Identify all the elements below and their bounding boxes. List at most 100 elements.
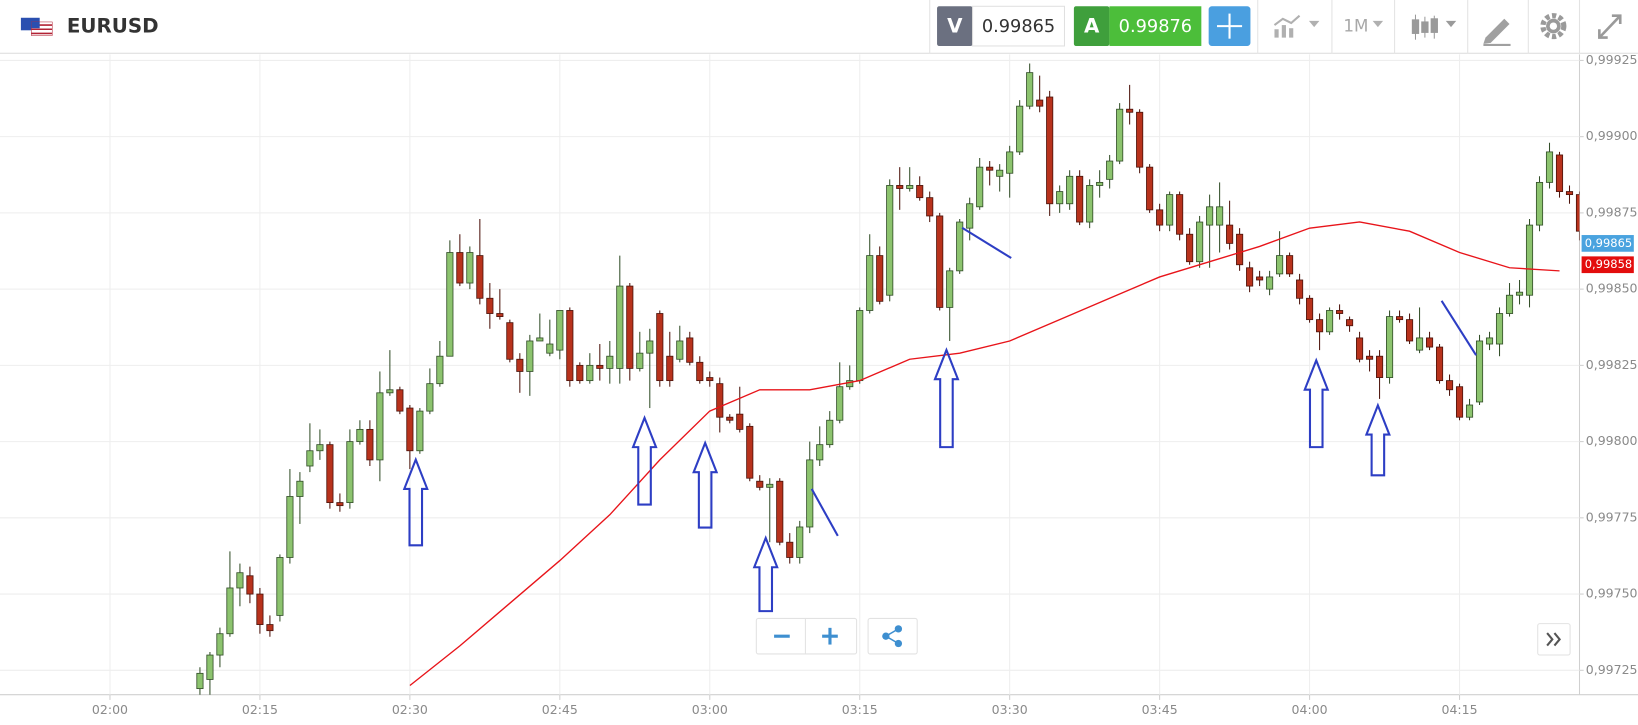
candle-body (1046, 96, 1054, 205)
candle-body (206, 654, 214, 680)
candle-body (736, 413, 744, 430)
candle-body (1156, 209, 1164, 226)
candle-body (1036, 99, 1044, 107)
candle-body (1336, 310, 1344, 314)
candle-body (916, 185, 924, 199)
x-tick-label: 03:30 (992, 702, 1028, 717)
share-button[interactable] (867, 617, 918, 655)
candle-body (246, 575, 254, 595)
candle-body (886, 185, 894, 296)
candle-body (1306, 297, 1314, 321)
candle-body (676, 340, 684, 360)
candle-body (236, 572, 244, 589)
trend-line-drawing (961, 226, 1012, 259)
candle-body (1206, 206, 1214, 226)
candle-body (1166, 194, 1174, 226)
candle-body (1415, 337, 1424, 351)
candle-body (1485, 337, 1494, 345)
buy-button[interactable]: A 0.99876 (1073, 6, 1202, 46)
arrow-drawing (933, 347, 960, 449)
candle-body (996, 169, 1004, 177)
candle-body (1136, 111, 1144, 168)
price-tag-label: 0,99858 (1585, 257, 1633, 271)
y-tick-label: 0,99800 (1586, 433, 1638, 448)
timeframe: 1M (1343, 16, 1368, 36)
timeframe-button[interactable]: 1M (1343, 16, 1384, 36)
candle-body (476, 255, 484, 299)
candle-body (726, 416, 734, 421)
candle-body (1186, 233, 1194, 263)
x-tick-label: 02:30 (392, 702, 428, 717)
candle-body (636, 352, 644, 369)
candle-body (496, 313, 504, 317)
candle-body (946, 270, 954, 308)
sell-label-box (937, 6, 973, 46)
zoom-in-button[interactable] (822, 627, 838, 645)
candle-body (266, 624, 274, 632)
candle-body (316, 444, 324, 452)
candle-body (376, 392, 384, 461)
candle-body (1176, 194, 1184, 235)
candle-body (1276, 255, 1284, 275)
candle-body (746, 425, 754, 479)
candle-body (356, 428, 364, 443)
candle-body (936, 215, 944, 308)
zoom-box (755, 617, 858, 655)
sell-button[interactable]: V 0.99865 (937, 5, 1066, 47)
candle-body (1126, 108, 1134, 113)
chart-type-button[interactable] (1411, 14, 1457, 40)
candle-body (1465, 404, 1474, 418)
y-tick-label: 0,99850 (1586, 281, 1638, 296)
candle-body (596, 364, 604, 369)
price-tag (1581, 235, 1634, 252)
y-tick-label: 0,99900 (1586, 128, 1638, 143)
arrow-drawing (692, 440, 719, 529)
candle-body (776, 480, 784, 543)
candle-body (1146, 166, 1154, 211)
candle-body (1445, 380, 1454, 391)
candle-body (796, 526, 804, 558)
candle-body (1386, 316, 1394, 378)
candle-body (1475, 340, 1484, 403)
candle-body (1545, 151, 1554, 183)
candle-body (986, 166, 994, 171)
indicators-button[interactable] (1273, 14, 1320, 38)
y-tick-label: 0,99925 (1586, 52, 1638, 67)
scroll-right-button[interactable] (1537, 623, 1571, 656)
sell-price: 0.99865 (982, 17, 1055, 37)
candle-body (1525, 224, 1534, 296)
x-tick-label: 03:00 (692, 702, 728, 717)
draw-tools-button[interactable] (1483, 18, 1511, 46)
x-tick-label: 04:15 (1441, 702, 1477, 717)
candle-body (896, 185, 904, 189)
settings-button[interactable] (1540, 13, 1567, 40)
candle-body (1575, 194, 1580, 232)
candle-body (1266, 276, 1274, 290)
crosshair-button[interactable] (1208, 6, 1251, 46)
candle-body (816, 444, 824, 461)
candle-body (386, 389, 394, 394)
candle-body (966, 203, 974, 229)
candle-body (906, 185, 914, 189)
price-tag (1581, 256, 1634, 274)
candle-body (586, 364, 594, 382)
candle-body (1056, 191, 1064, 205)
grid (0, 54, 1580, 695)
candle-body (506, 322, 514, 360)
candle-body (1286, 255, 1294, 275)
candle-body (1086, 185, 1094, 223)
candle-body (1236, 233, 1244, 266)
candle-body (1246, 267, 1254, 287)
moving-average-line (409, 221, 1560, 687)
candle-body (486, 297, 494, 314)
fullscreen-button[interactable] (1598, 14, 1622, 39)
candle-body (716, 383, 724, 418)
flag-icon (20, 17, 53, 36)
buy-label-box (1073, 6, 1110, 46)
candle-body (546, 343, 554, 354)
candle-body (1555, 154, 1564, 192)
candle-body (406, 407, 414, 452)
y-tick-label: 0,99725 (1586, 662, 1638, 677)
candle-body (556, 310, 564, 351)
